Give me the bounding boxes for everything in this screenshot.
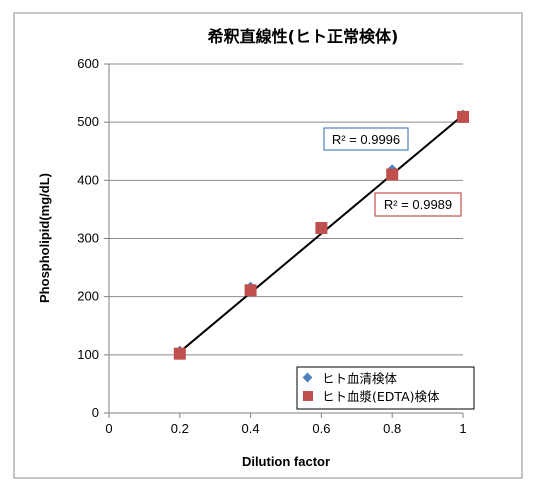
x-tick-label: 0.8 — [383, 421, 401, 436]
y-tick-label: 600 — [77, 56, 99, 71]
data-point-plasma — [244, 284, 257, 297]
legend-marker-serum — [302, 372, 313, 383]
y-tick-label: 300 — [77, 231, 99, 246]
axes — [104, 63, 464, 418]
annotation-r2-plasma-text: R² = 0.9989 — [384, 197, 452, 212]
data-point-plasma — [457, 110, 469, 123]
annotation-r2-serum-text: R² = 0.9996 — [332, 132, 400, 147]
x-tick-label: 1 — [459, 421, 466, 436]
data-point-plasma — [315, 222, 328, 235]
legend-label-serum: ヒト血清検体 — [322, 371, 398, 386]
data-point-plasma — [173, 347, 186, 360]
legend-label-plasma: ヒト血漿(EDTA)検体 — [322, 389, 440, 404]
x-tick-label: 0 — [105, 421, 112, 436]
annotation-r2-serum: R² = 0.9996 — [323, 127, 409, 151]
y-tick-label: 0 — [92, 405, 99, 420]
legend-marker-plasma — [303, 391, 313, 401]
gridlines — [109, 63, 463, 356]
x-tick-label: 0.4 — [242, 421, 260, 436]
chart-title: 希釈直線性(ヒト正常検体) — [208, 27, 399, 46]
y-tick-label: 100 — [77, 347, 99, 362]
data-point-plasma — [386, 168, 399, 181]
y-tick-labels: 0 100 200 300 400 500 600 — [77, 56, 99, 420]
legend: ヒト血清検体 ヒト血漿(EDTA)検体 — [296, 366, 475, 410]
y-axis-label: Phospholipid(mg/dL) — [37, 173, 52, 303]
x-tick-label: 0.2 — [171, 421, 189, 436]
x-tick-label: 0.6 — [312, 421, 330, 436]
annotation-r2-plasma: R² = 0.9989 — [374, 192, 462, 217]
y-tick-label: 400 — [77, 172, 99, 187]
y-tick-label: 200 — [77, 289, 99, 304]
data-points — [173, 109, 469, 360]
x-axis-label: Dilution factor — [242, 454, 330, 469]
x-tick-labels: 0 0.2 0.4 0.6 0.8 1 — [105, 421, 466, 436]
y-tick-label: 500 — [77, 114, 99, 129]
